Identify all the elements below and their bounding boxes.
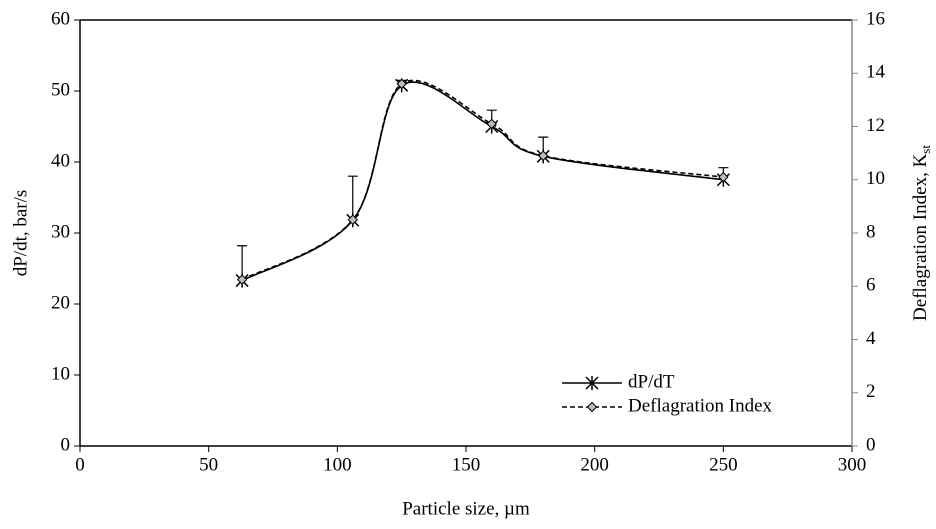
marker (718, 171, 729, 183)
x-tick-label: 250 (709, 454, 738, 475)
x-tick-label: 200 (580, 454, 609, 475)
marker (537, 150, 549, 161)
y2-tick-label: 0 (866, 434, 876, 455)
y2-tick-label: 8 (866, 221, 876, 242)
y2-tick-label: 14 (866, 62, 886, 83)
marker (396, 78, 407, 90)
y-tick-label: 20 (51, 292, 70, 313)
y-axis-label: dP/dt, bar/s (10, 190, 31, 277)
series-line (241, 79, 724, 281)
x-tick-label: 100 (323, 454, 352, 475)
y2-tick-label: 10 (866, 168, 885, 189)
y2-tick-label: 12 (866, 115, 885, 136)
y-tick-label: 50 (51, 79, 70, 100)
marker (236, 274, 248, 285)
y2-tick-label: 2 (866, 381, 876, 402)
y-tick-label: 0 (61, 434, 71, 455)
y-tick-label: 40 (51, 150, 70, 171)
y2-tick-label: 6 (866, 275, 876, 296)
legend-marker (586, 401, 598, 413)
x-tick-label: 300 (838, 454, 867, 475)
x-tick-label: 150 (452, 454, 481, 475)
legend-label: Deflagration Index (628, 395, 773, 416)
y-tick-label: 60 (51, 8, 70, 29)
y2-tick-label: 16 (866, 8, 885, 29)
legend-label: dP/dT (628, 371, 675, 392)
y2-tick-label: 4 (866, 328, 876, 349)
y2-label-text: Deflagration Index, K (910, 153, 931, 321)
y-tick-label: 30 (51, 221, 70, 242)
error-bar (347, 175, 358, 221)
marker (486, 118, 497, 130)
y2-label-subscript: st (918, 145, 933, 154)
y-tick-label: 10 (51, 363, 70, 384)
x-tick-label: 0 (75, 454, 85, 475)
marker (347, 214, 358, 225)
series-line (241, 81, 724, 282)
x-tick-label: 50 (199, 454, 218, 475)
legend-marker (585, 376, 599, 390)
y2-axis-label: Deflagration Index, Kst (910, 145, 933, 321)
x-axis-label: Particle size, µm (402, 498, 530, 519)
